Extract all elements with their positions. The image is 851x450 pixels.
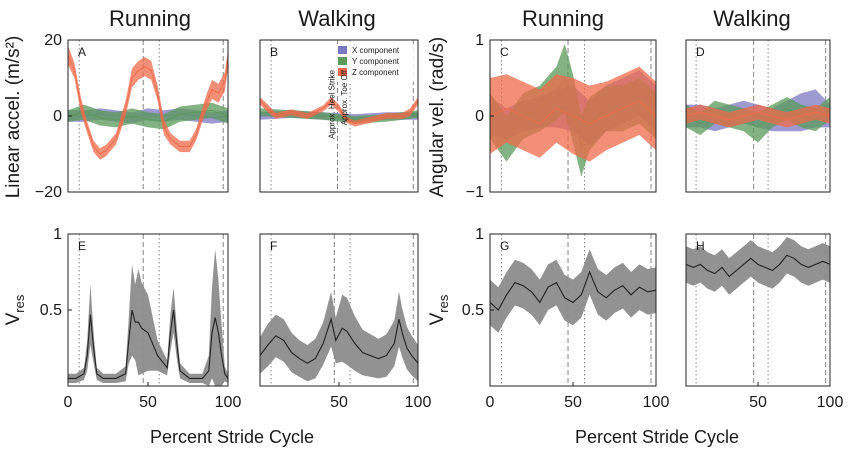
col-title-running-left: Running bbox=[109, 6, 191, 31]
mean-line-z-2 bbox=[686, 111, 830, 121]
band-y-1 bbox=[68, 102, 228, 130]
band-z-2 bbox=[260, 97, 418, 127]
vres-main: V bbox=[427, 312, 448, 325]
y-tick-label: 1 bbox=[475, 226, 484, 243]
col-title-walking-right: Walking bbox=[713, 6, 790, 31]
y-tick-label: 0 bbox=[475, 108, 484, 125]
x-tick-label: 100 bbox=[215, 394, 242, 411]
plot-area-h bbox=[686, 234, 830, 386]
band-vres_band-0 bbox=[68, 249, 228, 386]
plot-area-a bbox=[68, 40, 228, 192]
plot-area-d bbox=[686, 40, 830, 192]
svg-text:Vres: Vres bbox=[427, 294, 451, 325]
x-tick-label: 50 bbox=[749, 394, 767, 411]
panel-letter-h: H bbox=[696, 239, 705, 253]
panel-a: A 20 0 −20 bbox=[35, 32, 229, 201]
panel-e: E 1 0.5 0 50 100 bbox=[40, 226, 242, 411]
panel-letter-b: B bbox=[270, 45, 278, 59]
legend-entry-x: X component bbox=[352, 46, 400, 55]
panel-letter-g: G bbox=[500, 239, 509, 253]
plot-area-e bbox=[68, 234, 228, 386]
legend-entry-y: Y component bbox=[352, 57, 400, 66]
x-tick-label: 50 bbox=[330, 394, 348, 411]
col-title-walking-left: Walking bbox=[298, 6, 375, 31]
x-tick-label: 0 bbox=[64, 394, 73, 411]
y-tick-label: 20 bbox=[44, 32, 62, 49]
y-label-vres-left: Vres bbox=[3, 294, 27, 325]
panels: A 20 0 −20 B X component Y component Z componen… bbox=[35, 32, 844, 411]
y-tick-label: −20 bbox=[35, 184, 62, 201]
y-tick-label: 0.5 bbox=[40, 302, 62, 319]
panel-f: F 50 100 bbox=[259, 233, 432, 411]
x-tick-label: 50 bbox=[139, 394, 157, 411]
x-tick-label: 0 bbox=[486, 394, 495, 411]
vres-sub: res bbox=[12, 294, 27, 313]
legend-swatch-z bbox=[338, 68, 347, 76]
mean-line-vres_band-0 bbox=[490, 270, 656, 311]
mean-line-z-2 bbox=[260, 100, 418, 125]
y-label-vres-right: Vres bbox=[427, 294, 451, 325]
y-tick-label: 1 bbox=[475, 32, 484, 49]
panel-letter-a: A bbox=[78, 45, 86, 59]
x-tick-label: 100 bbox=[817, 394, 844, 411]
panel-letter-e: E bbox=[78, 239, 86, 253]
y-tick-label: 0 bbox=[53, 108, 62, 125]
x-tick-label: 50 bbox=[564, 394, 582, 411]
annotation-1: Approx. Toe Off bbox=[340, 69, 349, 125]
x-tick-label: 100 bbox=[405, 394, 432, 411]
annotation-0: Approx. Heel Strike bbox=[327, 69, 336, 138]
x-label-right: Percent Stride Cycle bbox=[575, 427, 739, 447]
mean-line-vres_band-0 bbox=[686, 254, 830, 278]
plot-area-b bbox=[260, 40, 418, 192]
legend-swatch-y bbox=[338, 57, 347, 65]
plot-area-c bbox=[490, 40, 656, 192]
panel-letter-d: D bbox=[696, 45, 705, 59]
x-label-left: Percent Stride Cycle bbox=[150, 427, 314, 447]
band-vres_band-0 bbox=[260, 291, 418, 382]
svg-text:Vres: Vres bbox=[3, 294, 27, 325]
mean-line-z-2 bbox=[490, 100, 656, 125]
panel-c: C 1 0 −1 bbox=[466, 32, 657, 201]
x-tick-label: 100 bbox=[643, 394, 670, 411]
y-tick-label: 0.5 bbox=[462, 302, 484, 319]
panel-d: D bbox=[685, 39, 831, 193]
panel-letter-f: F bbox=[270, 239, 277, 253]
mean-line-vres_band-0 bbox=[68, 309, 228, 379]
legend-b: X component Y component Z component bbox=[334, 44, 416, 82]
panel-letter-c: C bbox=[500, 45, 509, 59]
legend-entry-z: Z component bbox=[352, 68, 399, 77]
y-label-angular: Angular vel. (rad/s) bbox=[427, 37, 448, 198]
y-label-linear: Linear accel. (m/s²) bbox=[3, 36, 24, 199]
axes-box-d bbox=[685, 39, 831, 193]
band-z-2 bbox=[686, 104, 830, 128]
band-vres_band-0 bbox=[490, 249, 656, 333]
panel-h: H 50 100 bbox=[685, 233, 844, 411]
vres-sub: res bbox=[436, 294, 451, 313]
panel-g: G 1 0.5 0 50 100 bbox=[462, 226, 670, 411]
legend-swatch-x bbox=[338, 46, 347, 54]
mean-line-z-2 bbox=[68, 54, 228, 155]
legend-bg bbox=[334, 44, 416, 82]
y-tick-label: 1 bbox=[53, 226, 62, 243]
mean-line-vres_band-0 bbox=[260, 317, 418, 364]
band-z-2 bbox=[490, 66, 656, 162]
vres-main: V bbox=[3, 312, 24, 325]
band-vres_band-0 bbox=[686, 237, 830, 295]
y-tick-label: −1 bbox=[466, 184, 484, 201]
axes-box-b bbox=[259, 39, 419, 193]
col-title-running-right: Running bbox=[522, 6, 604, 31]
plot-area-g bbox=[490, 234, 656, 386]
plot-area-f bbox=[260, 234, 418, 386]
